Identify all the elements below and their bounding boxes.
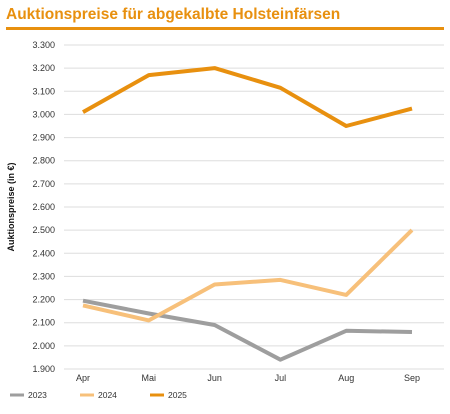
legend-label-2025: 2025: [168, 390, 187, 400]
x-axis-ticks: Apr Mai Jun Jul Aug Sep: [76, 373, 420, 383]
series-line-2023: [82, 298, 413, 362]
y-tick-label: 2.200: [32, 295, 55, 305]
y-tick-label: 3.200: [32, 63, 55, 73]
x-tick-label: Mai: [142, 373, 157, 383]
y-tick-label: 2.500: [32, 225, 55, 235]
legend-label-2024: 2024: [98, 390, 117, 400]
x-tick-label: Aug: [338, 373, 354, 383]
x-tick-label: Apr: [76, 373, 90, 383]
y-tick-label: 1.900: [32, 364, 55, 374]
y-tick-label: 3.000: [32, 109, 55, 119]
y-axis-ticks: 3.300 3.200 3.100 3.000 2.900 2.800 2.700 2.600…: [32, 40, 55, 374]
series-layer: [82, 66, 414, 362]
y-tick-label: 2.600: [32, 202, 55, 212]
legend-label-2023: 2023: [28, 390, 47, 400]
grid-layer: [64, 44, 444, 370]
y-tick-label: 2.900: [32, 133, 55, 143]
y-tick-label: 2.800: [32, 156, 55, 166]
legend: 2023 2024 2025: [10, 390, 187, 400]
y-tick-label: 2.100: [32, 318, 55, 328]
title-underline: [6, 27, 444, 30]
y-axis-label: Auktionspreise (in €): [6, 162, 16, 251]
chart-title: Auktionspreise für abgekalbte Holsteinfä…: [6, 6, 341, 23]
series-line-2025: [82, 66, 413, 128]
y-tick-label: 3.300: [32, 40, 55, 50]
y-tick-label: 3.100: [32, 86, 55, 96]
x-tick-label: Jul: [275, 373, 287, 383]
series-line-2024: [82, 228, 414, 323]
y-tick-label: 2.000: [32, 341, 55, 351]
x-tick-label: Sep: [404, 373, 420, 383]
x-tick-label: Jun: [207, 373, 222, 383]
y-tick-label: 2.700: [32, 179, 55, 189]
y-tick-label: 2.300: [32, 271, 55, 281]
y-tick-label: 2.400: [32, 248, 55, 258]
